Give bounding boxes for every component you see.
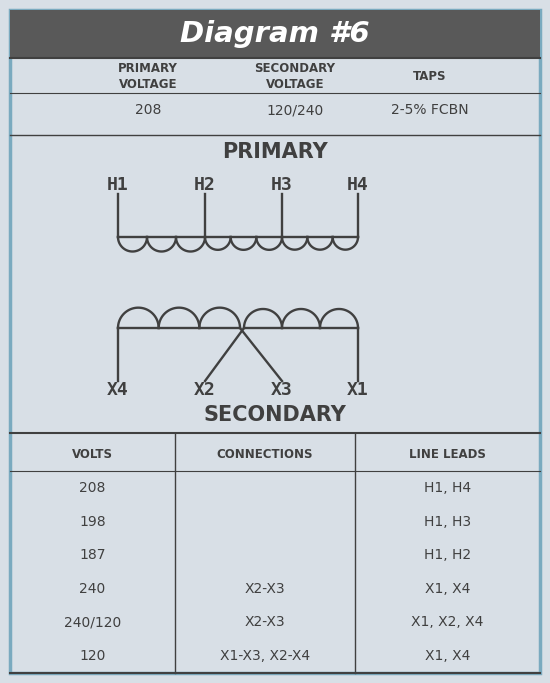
Text: CONNECTIONS: CONNECTIONS xyxy=(217,449,314,462)
Text: 240: 240 xyxy=(79,582,106,596)
Text: X4: X4 xyxy=(107,381,129,399)
Text: 208: 208 xyxy=(79,481,106,494)
Text: Diagram #6: Diagram #6 xyxy=(180,20,370,48)
Text: X2-X3: X2-X3 xyxy=(245,615,285,630)
Text: SECONDARY
VOLTAGE: SECONDARY VOLTAGE xyxy=(255,61,336,91)
Text: H1: H1 xyxy=(107,176,129,194)
Text: 187: 187 xyxy=(79,548,106,562)
Text: PRIMARY: PRIMARY xyxy=(222,142,328,162)
Text: H2: H2 xyxy=(194,176,216,194)
Bar xyxy=(10,10,540,58)
Text: X1: X1 xyxy=(347,381,369,399)
Text: X1, X2, X4: X1, X2, X4 xyxy=(411,615,483,630)
Text: 120/240: 120/240 xyxy=(266,103,323,117)
Text: H4: H4 xyxy=(347,176,369,194)
Text: X3: X3 xyxy=(271,381,293,399)
Text: 2-5% FCBN: 2-5% FCBN xyxy=(391,103,469,117)
Text: X2: X2 xyxy=(194,381,216,399)
Text: 120: 120 xyxy=(79,649,106,663)
Text: 240/120: 240/120 xyxy=(64,615,121,630)
Text: X2-X3: X2-X3 xyxy=(245,582,285,596)
Text: H1, H3: H1, H3 xyxy=(424,514,471,529)
Text: 198: 198 xyxy=(79,514,106,529)
Text: 208: 208 xyxy=(135,103,161,117)
Text: X1-X3, X2-X4: X1-X3, X2-X4 xyxy=(220,649,310,663)
Text: X1, X4: X1, X4 xyxy=(425,582,470,596)
Text: H3: H3 xyxy=(271,176,293,194)
Text: SECONDARY: SECONDARY xyxy=(204,405,346,425)
Text: PRIMARY
VOLTAGE: PRIMARY VOLTAGE xyxy=(118,61,178,91)
Text: LINE LEADS: LINE LEADS xyxy=(409,449,486,462)
Text: TAPS: TAPS xyxy=(413,70,447,83)
Text: H1, H4: H1, H4 xyxy=(424,481,471,494)
Text: H1, H2: H1, H2 xyxy=(424,548,471,562)
Text: VOLTS: VOLTS xyxy=(72,449,113,462)
Text: X1, X4: X1, X4 xyxy=(425,649,470,663)
